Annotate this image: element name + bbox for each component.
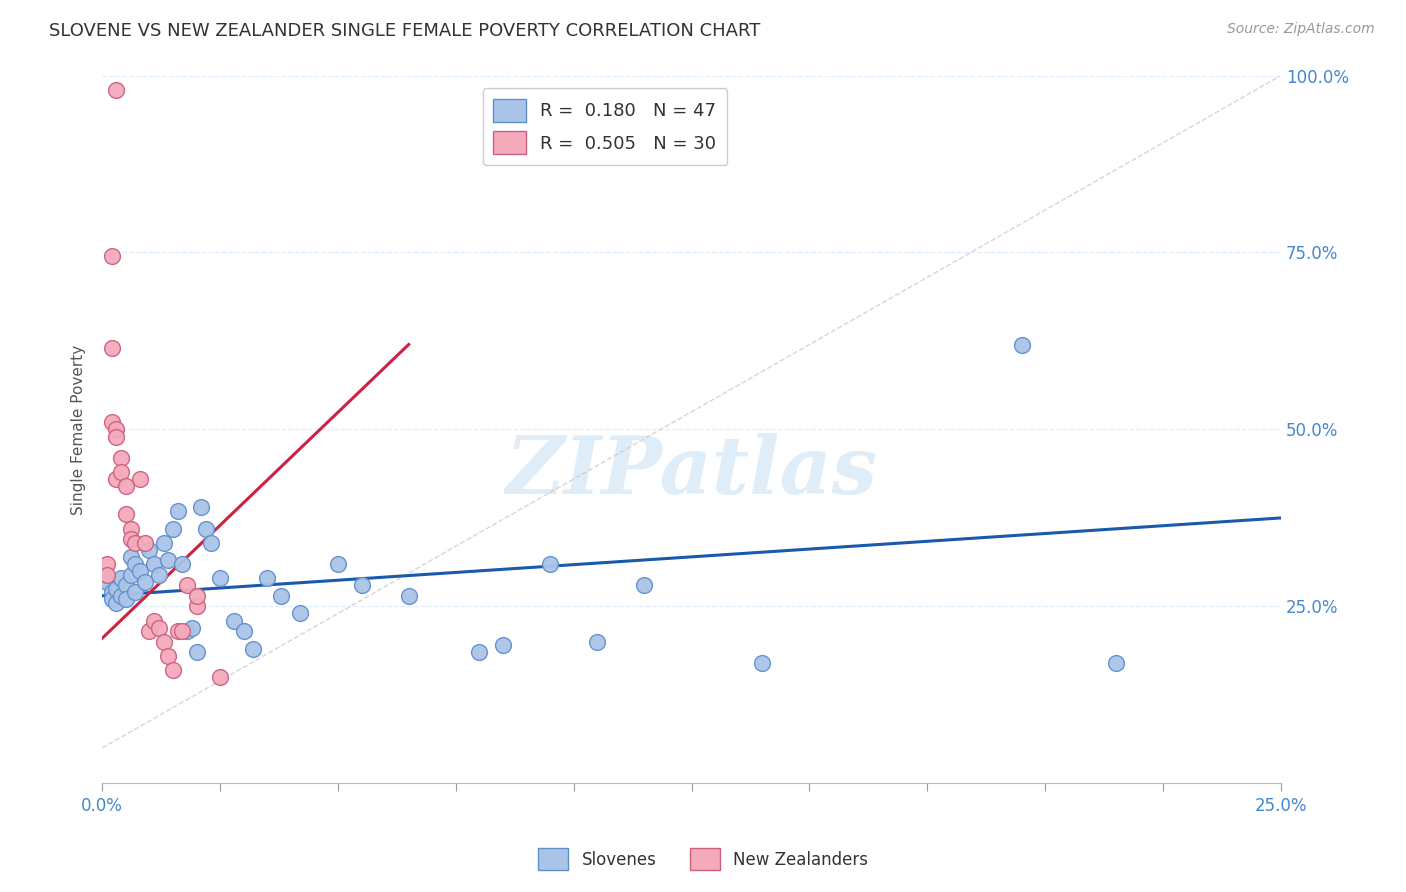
Point xyxy=(105,429,128,443)
Point xyxy=(148,567,170,582)
Point xyxy=(586,635,609,649)
Point xyxy=(114,508,136,522)
Point xyxy=(96,557,118,571)
Point xyxy=(148,621,170,635)
Point xyxy=(114,578,136,592)
Point xyxy=(224,614,246,628)
Point xyxy=(138,542,160,557)
Point xyxy=(110,450,132,465)
Point xyxy=(200,535,222,549)
Point xyxy=(100,585,122,599)
Point xyxy=(350,578,373,592)
Point xyxy=(162,663,184,677)
Point xyxy=(129,472,152,486)
Point xyxy=(105,422,128,436)
Y-axis label: Single Female Poverty: Single Female Poverty xyxy=(72,344,86,515)
Point xyxy=(232,624,254,639)
Point xyxy=(105,596,128,610)
Point xyxy=(96,574,118,589)
Point xyxy=(162,522,184,536)
Point xyxy=(186,599,208,614)
Point xyxy=(110,571,132,585)
Point xyxy=(96,567,118,582)
Point xyxy=(110,465,132,479)
Point xyxy=(138,624,160,639)
Point xyxy=(105,582,128,596)
Point xyxy=(172,557,194,571)
Point xyxy=(143,557,166,571)
Point xyxy=(538,557,561,571)
Legend: R =  0.180   N = 47, R =  0.505   N = 30: R = 0.180 N = 47, R = 0.505 N = 30 xyxy=(482,88,727,165)
Point xyxy=(186,589,208,603)
Point xyxy=(152,535,174,549)
Text: ZIPatlas: ZIPatlas xyxy=(506,434,877,510)
Point xyxy=(120,522,142,536)
Point xyxy=(114,592,136,607)
Point xyxy=(176,578,198,592)
Point xyxy=(398,589,420,603)
Point xyxy=(124,557,146,571)
Point xyxy=(100,249,122,263)
Text: Source: ZipAtlas.com: Source: ZipAtlas.com xyxy=(1227,22,1375,37)
Point xyxy=(100,416,122,430)
Point xyxy=(492,638,515,652)
Point xyxy=(1011,337,1033,351)
Point xyxy=(105,472,128,486)
Point xyxy=(290,607,312,621)
Point xyxy=(124,585,146,599)
Text: SLOVENE VS NEW ZEALANDER SINGLE FEMALE POVERTY CORRELATION CHART: SLOVENE VS NEW ZEALANDER SINGLE FEMALE P… xyxy=(49,22,761,40)
Point xyxy=(114,479,136,493)
Point xyxy=(1105,656,1128,670)
Point xyxy=(751,656,773,670)
Point xyxy=(468,645,491,659)
Point xyxy=(180,621,202,635)
Point xyxy=(100,341,122,355)
Point xyxy=(120,567,142,582)
Point xyxy=(134,535,156,549)
Legend: Slovenes, New Zealanders: Slovenes, New Zealanders xyxy=(531,842,875,877)
Point xyxy=(152,635,174,649)
Point xyxy=(194,522,217,536)
Point xyxy=(270,589,292,603)
Point xyxy=(105,83,128,97)
Point xyxy=(143,614,166,628)
Point xyxy=(129,564,152,578)
Point xyxy=(166,624,188,639)
Point xyxy=(172,624,194,639)
Point xyxy=(186,645,208,659)
Point xyxy=(134,574,156,589)
Point xyxy=(176,624,198,639)
Point xyxy=(209,670,232,684)
Point xyxy=(157,553,180,567)
Point xyxy=(242,641,264,656)
Point xyxy=(120,532,142,546)
Point xyxy=(120,549,142,564)
Point xyxy=(256,571,278,585)
Point xyxy=(209,571,232,585)
Point xyxy=(190,500,212,515)
Point xyxy=(326,557,349,571)
Point xyxy=(100,592,122,607)
Point xyxy=(124,535,146,549)
Point xyxy=(633,578,655,592)
Point xyxy=(110,589,132,603)
Point xyxy=(166,504,188,518)
Point xyxy=(157,648,180,663)
